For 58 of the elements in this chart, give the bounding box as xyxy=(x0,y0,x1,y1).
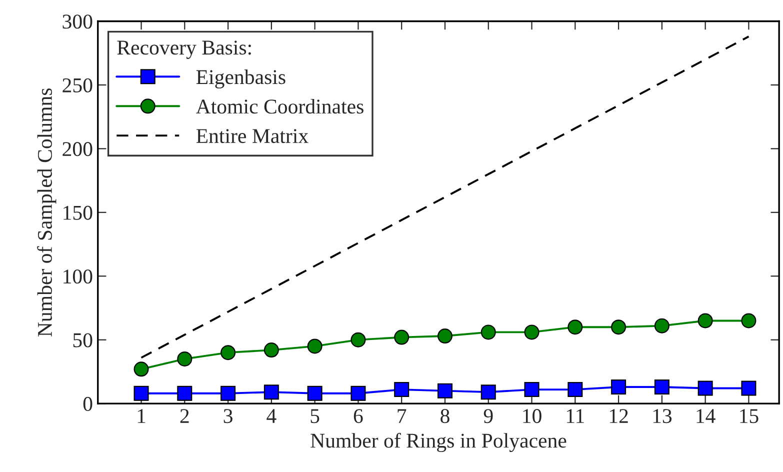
point xyxy=(568,382,583,398)
point xyxy=(698,313,713,328)
x-tick-label: 15 xyxy=(740,409,758,424)
y-tick-label: 100 xyxy=(64,269,92,284)
legend-label: Entire Matrix xyxy=(196,129,308,144)
x-tick-label: 9 xyxy=(484,409,493,424)
x-axis-title: Number of Rings in Polyacene xyxy=(310,432,566,452)
x-tick-label: 2 xyxy=(180,409,189,423)
y-axis-title: Number of Sampled Columns xyxy=(37,88,56,336)
x-tick-label: 5 xyxy=(310,409,320,424)
legend-label: Eigenbasis xyxy=(196,69,286,88)
y-tick-label: 250 xyxy=(62,78,92,92)
x-tick-label: 13 xyxy=(653,409,672,424)
point xyxy=(524,382,540,398)
point xyxy=(654,379,670,394)
point xyxy=(134,386,149,401)
point xyxy=(437,328,452,344)
point xyxy=(741,313,756,328)
y-tick-label: 200 xyxy=(62,142,92,156)
y-tick-label: 300 xyxy=(62,14,92,29)
point xyxy=(654,318,670,334)
x-tick-label: 12 xyxy=(610,409,628,423)
x-tick-label: 11 xyxy=(566,409,584,423)
x-tick-label: 8 xyxy=(440,409,450,424)
point xyxy=(394,330,410,345)
y-tick-label: 50 xyxy=(73,333,92,348)
point xyxy=(350,332,366,348)
y-tick-label: 0 xyxy=(83,396,92,411)
x-tick-label: 3 xyxy=(224,409,232,424)
point xyxy=(524,324,540,340)
legend-title: Recovery Basis: xyxy=(117,40,251,59)
point xyxy=(177,386,192,401)
x-tick-label: 10 xyxy=(523,409,542,424)
point xyxy=(307,338,322,354)
x-tick-label: 14 xyxy=(696,409,716,423)
point xyxy=(698,380,713,396)
point xyxy=(611,379,626,394)
legend-label: Atomic Coordinates xyxy=(196,98,364,114)
x-tick-label: 7 xyxy=(398,409,406,423)
point xyxy=(264,342,279,358)
point xyxy=(741,380,756,396)
point xyxy=(264,384,279,400)
point xyxy=(177,351,192,366)
point xyxy=(220,345,236,360)
point xyxy=(307,386,322,401)
point xyxy=(134,362,149,377)
point xyxy=(568,320,583,335)
point xyxy=(611,320,626,335)
point xyxy=(350,386,366,401)
x-tick-label: 4 xyxy=(266,409,276,423)
y-tick-label: 150 xyxy=(64,206,92,220)
point xyxy=(437,383,452,398)
point xyxy=(394,382,410,398)
point xyxy=(480,324,496,340)
x-tick-label: 1 xyxy=(138,409,146,423)
x-tick-label: 6 xyxy=(354,409,363,424)
point xyxy=(220,386,236,401)
point xyxy=(480,384,496,400)
